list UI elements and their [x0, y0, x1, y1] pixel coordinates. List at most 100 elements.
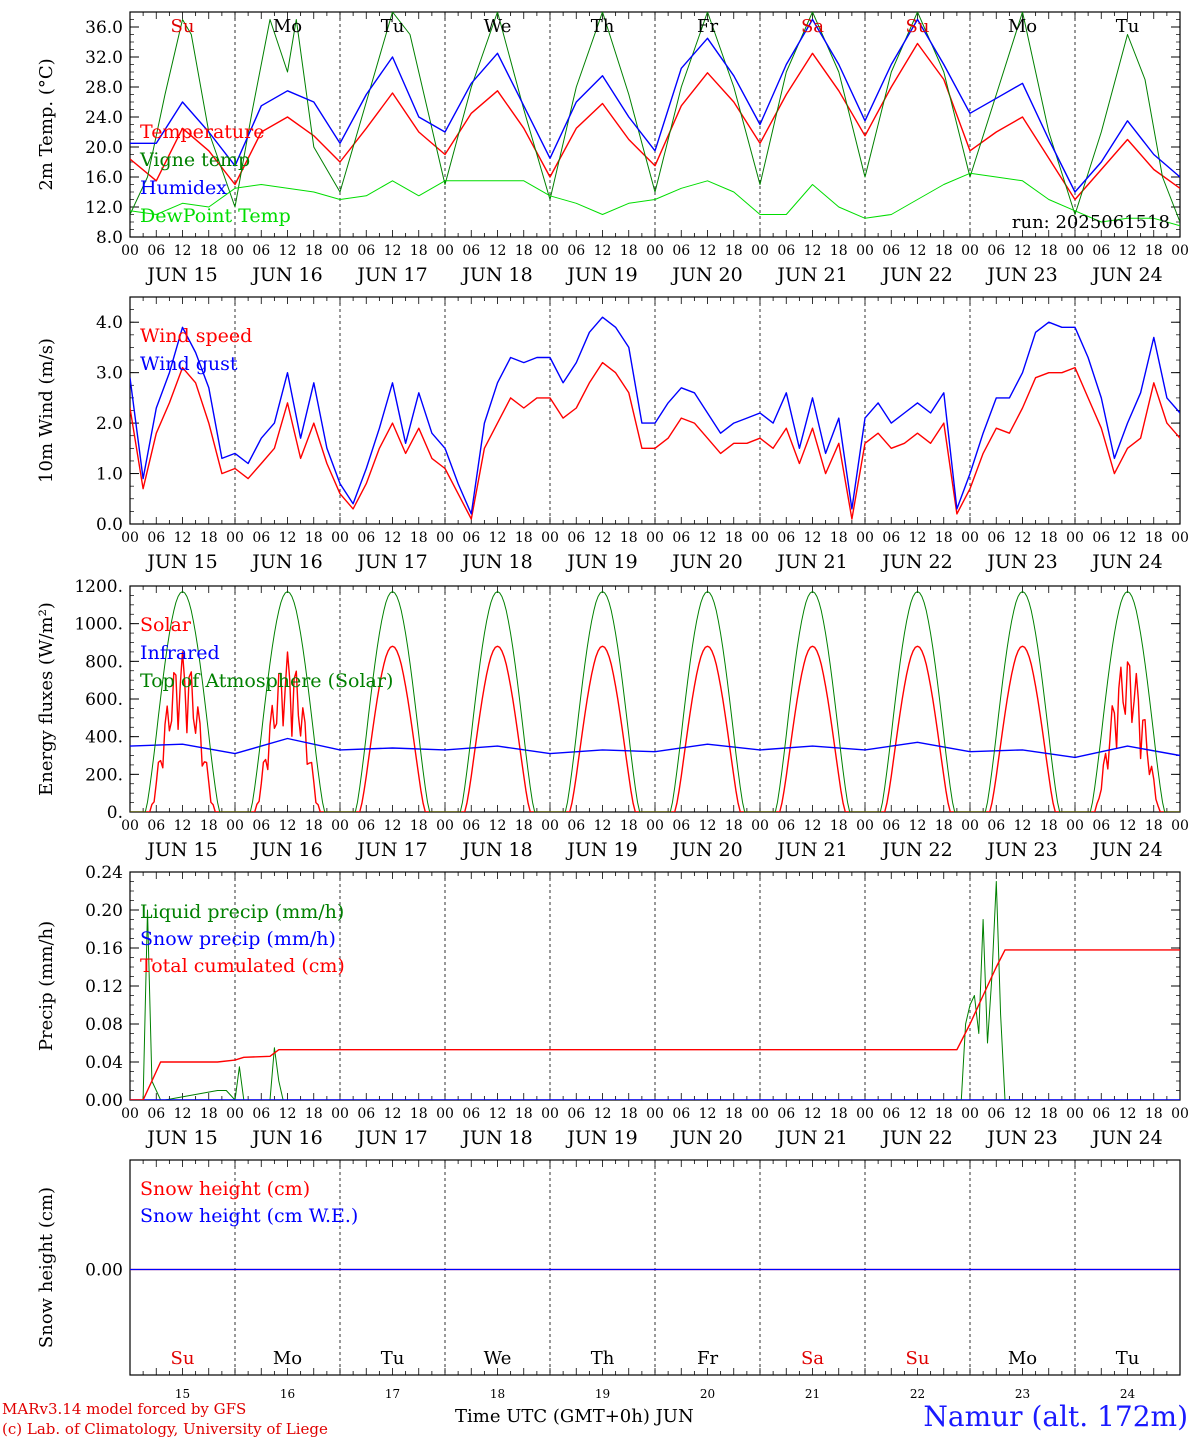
- hour-label: 12: [909, 530, 927, 546]
- legend-entry: Snow height (cm): [140, 1178, 310, 1200]
- hour-label: 12: [1014, 818, 1032, 834]
- hour-label: 12: [699, 243, 717, 259]
- hour-label: 18: [725, 818, 743, 834]
- credit-lab: (c) Lab. of Climatology, University of L…: [2, 1420, 328, 1438]
- hour-label: 18: [305, 243, 323, 259]
- hour-label: 06: [357, 243, 375, 259]
- y-tick-label: 0.12: [85, 977, 123, 997]
- legend-entry: Liquid precip (mm/h): [140, 901, 344, 923]
- date-label: JUN 19: [565, 264, 637, 286]
- hour-label: 12: [699, 1106, 717, 1122]
- hour-label: 06: [672, 243, 690, 259]
- hour-label: 06: [462, 243, 480, 259]
- hour-label: 18: [410, 243, 428, 259]
- hour-label: 06: [987, 1106, 1005, 1122]
- hour-label: 18: [935, 243, 953, 259]
- day-name-label: Tu: [381, 16, 405, 37]
- series-group: [130, 316, 1180, 520]
- hour-label: 00: [751, 243, 769, 259]
- hour-label: 06: [567, 1106, 585, 1122]
- date-label: JUN 21: [775, 551, 847, 573]
- day-name-label: Tu: [1116, 1348, 1140, 1369]
- date-label: JUN 19: [565, 839, 637, 861]
- hour-label: 12: [279, 1106, 297, 1122]
- hour-label: 00: [1066, 1106, 1084, 1122]
- credit-model: MARv3.14 model forced by GFS: [2, 1400, 247, 1418]
- series-line-1: [130, 42, 1180, 201]
- hour-label: 18: [830, 243, 848, 259]
- hour-label: 00: [436, 530, 454, 546]
- panel-5: 0.00 Snow height (cm) Su Mo Tu We Th Fr Sa Su Mo Tu…: [36, 1159, 1181, 1401]
- hour-label: 00: [751, 530, 769, 546]
- day-name-label: Sa: [801, 16, 824, 37]
- panel-4: 0.00 0.04 0.08 0.12 0.16 0.20 0.24 Precip (mm/h…: [36, 863, 1189, 1149]
- hour-label: 18: [410, 530, 428, 546]
- legend-entry: DewPoint Temp: [140, 205, 291, 227]
- hour-label: 06: [777, 530, 795, 546]
- hour-label: 06: [1092, 818, 1110, 834]
- day-name-label: We: [484, 16, 512, 37]
- hour-label: 18: [830, 530, 848, 546]
- y-tick-label: 0.16: [85, 939, 123, 959]
- hour-label: 00: [961, 530, 979, 546]
- hour-label: 06: [987, 818, 1005, 834]
- hour-label: 18: [200, 530, 218, 546]
- hour-label: 00: [226, 243, 244, 259]
- hour-label: 06: [987, 243, 1005, 259]
- legend-entry: Humidex: [140, 177, 227, 199]
- panel-1: 8.0 12.0 16.0 20.0 24.0 28.0 32.0 36.0 2m Temp. …: [36, 11, 1189, 286]
- hour-label: 12: [804, 530, 822, 546]
- hour-label: 00: [541, 530, 559, 546]
- date-label: JUN 21: [775, 1127, 847, 1149]
- series-group: [130, 881, 1180, 1100]
- y-tick-label: 800.: [85, 652, 123, 672]
- hour-label: 06: [567, 243, 585, 259]
- hour-label: 12: [909, 818, 927, 834]
- day-name-label: Mo: [273, 1348, 302, 1369]
- hour-label: 12: [699, 818, 717, 834]
- hour-label: 12: [174, 1106, 192, 1122]
- hour-label: 06: [147, 818, 165, 834]
- hour-label: 06: [1092, 243, 1110, 259]
- series-line-2: [130, 12, 1180, 223]
- panel-3: 0. 200. 400. 600. 800. 1000. 1200. Energy fluxe…: [36, 577, 1189, 861]
- day-name-label: Mo: [1008, 1348, 1037, 1369]
- hour-label: 00: [1171, 530, 1189, 546]
- hour-label: 00: [226, 530, 244, 546]
- legend-entry: Snow precip (mm/h): [140, 928, 336, 950]
- day-number-label: 19: [595, 1387, 610, 1401]
- hour-label: 06: [252, 530, 270, 546]
- day-name-label: We: [484, 1348, 512, 1369]
- date-label: JUN 18: [460, 839, 532, 861]
- y-tick-label: 600.: [85, 690, 123, 710]
- hour-label: 06: [567, 530, 585, 546]
- hour-label: 06: [252, 243, 270, 259]
- hour-label: 12: [1119, 818, 1137, 834]
- date-label: JUN 19: [565, 1127, 637, 1149]
- hour-label: 06: [882, 1106, 900, 1122]
- x-axis-title: Time UTC (GMT+0h) JUN: [455, 1406, 694, 1427]
- legend-entry: Wind gust: [140, 353, 238, 375]
- hour-label: 00: [226, 818, 244, 834]
- hour-label: 18: [515, 243, 533, 259]
- date-label: JUN 23: [985, 551, 1057, 573]
- date-label: JUN 17: [355, 551, 427, 573]
- hour-label: 18: [515, 818, 533, 834]
- hour-label: 06: [357, 530, 375, 546]
- date-label: JUN 21: [775, 264, 847, 286]
- hour-label: 00: [1171, 243, 1189, 259]
- hour-label: 00: [331, 818, 349, 834]
- day-number-label: 24: [1120, 1387, 1136, 1401]
- series-line-1: [130, 361, 1180, 520]
- day-name-label: Fr: [697, 1348, 718, 1369]
- date-label: JUN 24: [1090, 1127, 1162, 1149]
- day-number-label: 17: [385, 1387, 400, 1401]
- hour-label: 18: [1145, 530, 1163, 546]
- hour-label: 06: [777, 243, 795, 259]
- y-tick-label: 1000.: [74, 615, 123, 635]
- day-name-label: Mo: [1008, 16, 1037, 37]
- hour-label: 00: [436, 818, 454, 834]
- date-label: JUN 18: [460, 264, 532, 286]
- day-name-label: Su: [906, 1348, 930, 1369]
- hour-label: 18: [305, 1106, 323, 1122]
